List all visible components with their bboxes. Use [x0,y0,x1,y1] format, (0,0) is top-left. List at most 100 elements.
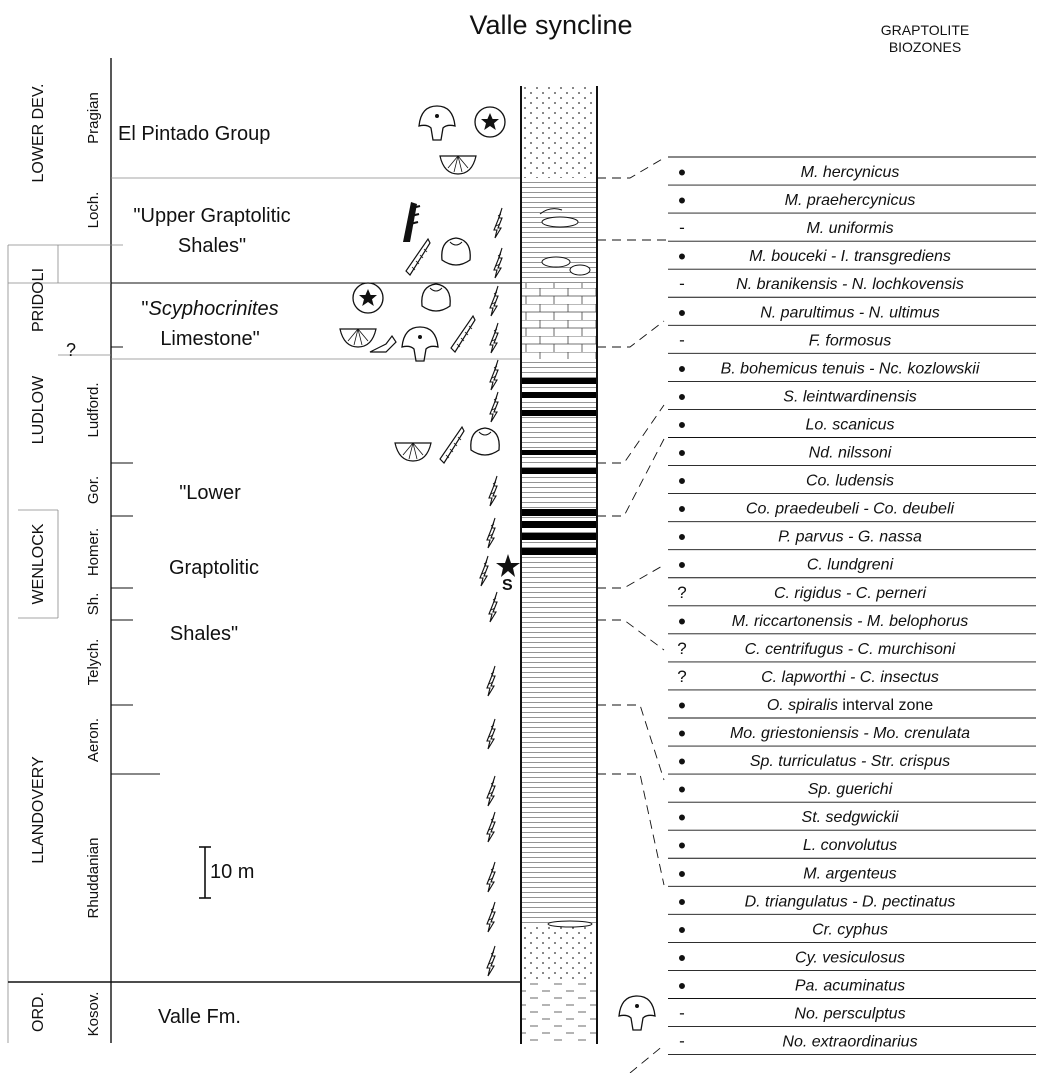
brachiopod-icon [470,427,500,456]
brachiopod-icon [441,237,471,266]
biozone-name: Nd. nilssoni [809,445,892,462]
unit-scyphocrinites-2: Limestone" [160,328,259,350]
series-ludlow: LUDLOW [30,375,47,444]
diagram-title: Valle syncline [469,10,632,40]
biozone-name: P. parvus - G. nassa [778,529,922,546]
biozone-marker: • [678,160,686,185]
biozone-name: M. praehercynicus [785,192,916,209]
biozone-marker: • [678,973,686,998]
biozone-name: C. lundgreni [807,557,894,574]
biozone-name: M. hercynicus [801,164,900,181]
biozone-name: M. bouceki - I. transgrediens [749,248,951,265]
biozone-marker: - [679,1004,685,1023]
trilobite-icon [618,995,656,1031]
biozone-name: Sp. turriculatus - Str. crispus [750,753,950,770]
unit-lower-graptolitic-3: Shales" [170,623,238,645]
biozone-name: Cr. cyphus [812,921,888,938]
biozone-marker: • [678,356,686,381]
graptolite-icon [488,475,498,507]
sample-label: S [502,577,513,594]
graptolite-icon [489,359,499,391]
crinoid-icon [352,282,384,314]
biozone-table: • M. hercynicus • M. praehercynicus - M. unif… [668,156,1036,1056]
graptolite-icon [493,247,503,279]
biozone-marker: • [678,469,686,494]
stage-rhuddanian: Rhuddanian [85,838,102,919]
biozone-marker: • [678,861,686,886]
biozone-name: C. rigidus - C. perneri [774,585,926,602]
biozone-marker: - [679,218,685,237]
biozone-marker: • [678,497,686,522]
biozone-marker: • [678,693,686,718]
biozone-name: F. formosus [809,332,891,349]
biozone-name: Co. praedeubeli - Co. deubeli [746,501,955,518]
unit-upper-graptolitic-1: "Upper Graptolitic [133,205,290,227]
biozone-marker: ? [677,639,686,658]
biozone-name: L. convolutus [803,837,897,854]
biozone-marker: ? [677,583,686,602]
stage-kosov: Kosov. [85,992,102,1037]
lithology-column [520,86,598,1044]
stage-sh: Sh. [85,593,102,616]
graptolite-icon [493,207,503,239]
biozone-name: No. extraordinarius [782,1034,917,1051]
biozone-marker: • [678,244,686,269]
biozone-name: No. persculptus [794,1006,905,1023]
fossil-symbols: S [339,105,656,1031]
biozone-marker: • [678,833,686,858]
biozone-marker: • [678,441,686,466]
biozone-name: St. sedgwickii [802,809,899,826]
biozone-name: B. bohemicus tenuis - Nc. kozlowskii [721,360,980,377]
biozone-marker: - [679,1032,685,1051]
biozone-marker: • [678,609,686,634]
boundary-question-mark: ? [66,340,76,360]
biozone-marker: • [678,777,686,802]
biozone-marker: • [678,805,686,830]
series-ord: ORD. [30,992,47,1032]
biozone-marker: • [678,300,686,325]
bivalve-icon [339,328,377,348]
biozone-name: D. triangulatus - D. pectinatus [745,893,956,910]
fragment-icon [369,334,397,353]
graptolite-icon [489,391,499,423]
unit-upper-graptolitic-2: Shales" [178,235,246,257]
biozone-name: M. riccartonensis - M. belophorus [732,613,969,630]
biozone-marker: • [678,412,686,437]
sample-star-icon [496,554,520,577]
biozone-marker: • [678,384,686,409]
biozone-marker: • [678,188,686,213]
biozone-marker: • [678,525,686,550]
biozone-name: S. leintwardinensis [783,388,916,405]
trilobite-icon [418,105,456,141]
bivalve-icon [394,442,432,462]
biozone-name: Cy. vesiculosus [795,949,905,966]
graptolite-icon [486,901,496,933]
graptolite-icon [488,591,498,623]
graptolite-icon [479,555,489,587]
graptolite-icon [486,861,496,893]
biozone-name: O. spiralis interval zone [767,697,933,714]
series-wenlock: WENLOCK [30,523,47,604]
biozone-name: Mo. griestoniensis - Mo. crenulata [730,725,970,742]
graptolite-icon [486,945,496,977]
graptolite-icon [489,322,499,354]
biozone-name: N. parultimus - N. ultimus [760,304,940,321]
unit-lower-graptolitic-2: Graptolitic [169,557,259,579]
stage-pragian: Pragian [85,92,102,144]
scale-label: 10 m [210,861,254,883]
biozone-marker: - [679,274,685,293]
biozones-header-line1: GRAPTOLITE [881,22,969,38]
biozone-name: M. argenteus [803,865,896,882]
biozone-name: M. uniformis [806,220,893,237]
stage-ludford: Ludford. [85,382,102,437]
stage-aeron: Aeron. [85,718,102,762]
biozone-name: Pa. acuminatus [795,977,905,994]
orthocone-icon [439,426,465,464]
crinoid-icon [474,106,506,138]
graptolite-colony-icon [403,202,421,242]
biozone-marker: • [678,749,686,774]
biozone-marker: • [678,721,686,746]
graptolite-icon [486,811,496,843]
biozone-marker: • [678,553,686,578]
